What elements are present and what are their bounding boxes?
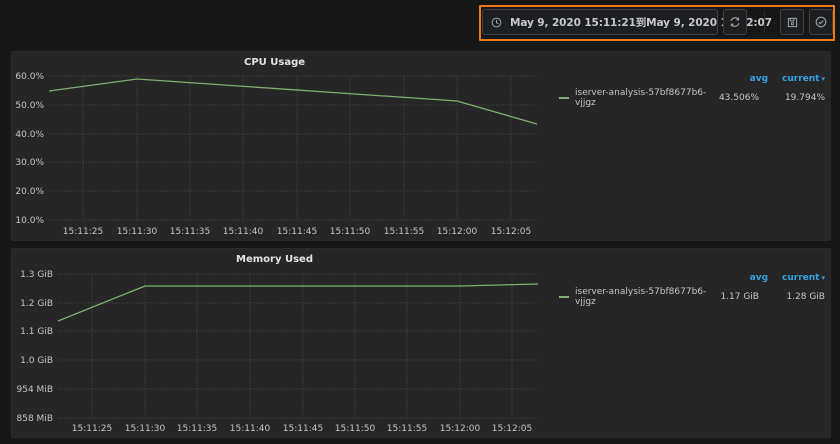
svg-text:15:12:05: 15:12:05 [491, 227, 531, 237]
svg-text:20.0%: 20.0% [15, 187, 44, 197]
svg-text:60.0%: 60.0% [15, 72, 44, 82]
panel-title[interactable]: CPU Usage [243, 57, 306, 68]
svg-text:1.3 GiB: 1.3 GiB [20, 270, 53, 280]
y-axis-ticks: 1.3 GiB 1.2 GiB 1.1 GiB 1.0 GiB 954 MiB … [17, 270, 53, 424]
series-current: 19.794% [784, 93, 825, 103]
series-name[interactable]: iserver-analysis-57bf8677b6-vjjgz [575, 287, 707, 307]
series-current: 1.28 GiB [786, 292, 825, 302]
series-color-swatch[interactable] [559, 296, 569, 298]
series-avg: 43.506% [718, 93, 759, 103]
svg-text:15:11:50: 15:11:50 [335, 424, 376, 434]
refresh-icon [729, 16, 741, 28]
svg-text:954 MiB: 954 MiB [17, 385, 53, 395]
svg-text:15:11:55: 15:11:55 [384, 227, 424, 237]
cpu-usage-panel: CPU Usage 60.0% 50.0% [11, 51, 831, 241]
svg-text:10.0%: 10.0% [15, 216, 44, 226]
svg-text:15:11:55: 15:11:55 [387, 424, 427, 434]
svg-text:15:11:45: 15:11:45 [277, 227, 317, 237]
svg-text:15:11:35: 15:11:35 [170, 227, 210, 237]
legend-col-current[interactable]: current ▾ [782, 273, 825, 283]
svg-text:50.0%: 50.0% [15, 101, 44, 111]
time-range-picker[interactable]: May 9, 2020 15:11:21到May 9, 2020 15:12:0… [482, 9, 772, 35]
clock-icon [491, 17, 502, 28]
grid [49, 75, 537, 221]
svg-text:1.2 GiB: 1.2 GiB [20, 299, 53, 309]
time-range-label: May 9, 2020 15:11:21到May 9, 2020 15:12:0… [510, 16, 772, 29]
series-color-swatch[interactable] [559, 97, 569, 99]
toolbar-highlight [479, 5, 835, 41]
grid [58, 273, 538, 419]
legend-series-row[interactable]: iserver-analysis-57bf8677b6-vjjgz 1.17 G… [559, 287, 825, 307]
legend-col-avg[interactable]: avg [749, 74, 769, 84]
x-axis-ticks: 15:11:25 15:11:30 15:11:35 15:11:40 15:1… [63, 227, 531, 237]
sort-desc-icon: ▾ [821, 274, 825, 282]
sort-desc-icon: ▾ [821, 75, 825, 83]
memory-series-line [57, 283, 539, 322]
svg-text:15:11:45: 15:11:45 [283, 424, 323, 434]
legend-col-current[interactable]: current ▾ [782, 74, 825, 84]
svg-text:15:11:35: 15:11:35 [177, 424, 217, 434]
y-axis-ticks: 60.0% 50.0% 40.0% 30.0% 20.0% 10.0% [15, 72, 44, 226]
legend-col-avg[interactable]: avg [749, 273, 769, 283]
svg-text:15:11:25: 15:11:25 [63, 227, 103, 237]
svg-text:15:11:40: 15:11:40 [230, 424, 271, 434]
legend-series-row[interactable]: iserver-analysis-57bf8677b6-vjjgz 43.506… [559, 88, 825, 108]
save-icon [787, 17, 798, 28]
svg-text:40.0%: 40.0% [15, 130, 44, 140]
legend-header: avg current ▾ [750, 273, 825, 283]
svg-text:1.1 GiB: 1.1 GiB [20, 327, 53, 337]
svg-text:15:11:50: 15:11:50 [330, 227, 371, 237]
svg-text:15:12:05: 15:12:05 [492, 424, 532, 434]
refresh-button[interactable] [723, 9, 747, 35]
svg-text:15:11:30: 15:11:30 [117, 227, 158, 237]
memory-used-chart[interactable]: 1.3 GiB 1.2 GiB 1.1 GiB 1.0 GiB 954 MiB … [12, 249, 832, 439]
series-name[interactable]: iserver-analysis-57bf8677b6-vjjgz [575, 88, 707, 108]
toolbar-divider [764, 12, 765, 32]
svg-text:15:12:00: 15:12:00 [437, 227, 478, 237]
svg-text:15:11:25: 15:11:25 [72, 424, 112, 434]
svg-text:15:11:30: 15:11:30 [125, 424, 166, 434]
legend-header: avg current ▾ [750, 74, 825, 84]
svg-text:15:11:40: 15:11:40 [223, 227, 264, 237]
panel-title[interactable]: Memory Used [236, 254, 313, 265]
cpu-series-line [48, 78, 538, 125]
check-circle-icon [815, 16, 827, 28]
memory-used-panel: Memory Used 1.3 GiB 1.2 [11, 248, 831, 438]
svg-text:15:12:00: 15:12:00 [440, 424, 481, 434]
svg-text:30.0%: 30.0% [15, 158, 44, 168]
x-axis-ticks: 15:11:25 15:11:30 15:11:35 15:11:40 15:1… [72, 424, 532, 434]
save-dashboard-button[interactable] [780, 9, 804, 35]
apply-button[interactable] [809, 9, 833, 35]
svg-text:1.0 GiB: 1.0 GiB [20, 356, 53, 366]
svg-text:858 MiB: 858 MiB [17, 414, 53, 424]
series-avg: 1.17 GiB [720, 292, 759, 302]
cpu-usage-chart[interactable]: 60.0% 50.0% 40.0% 30.0% 20.0% 10.0% 15:1… [12, 52, 832, 242]
